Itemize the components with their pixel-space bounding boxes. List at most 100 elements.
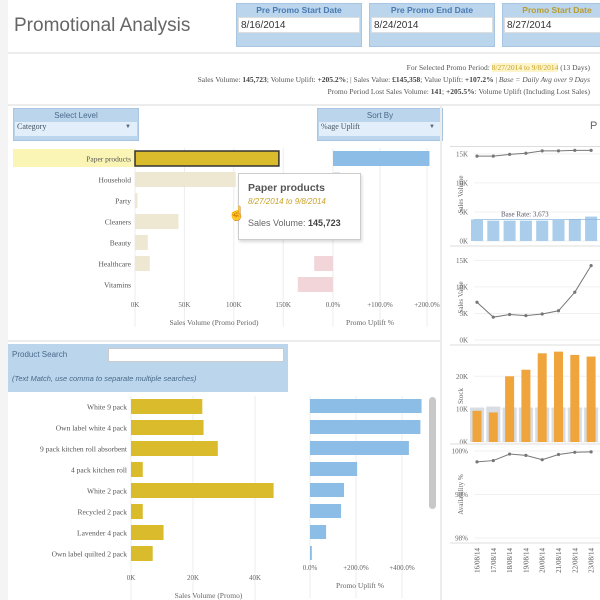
data-point bbox=[524, 453, 528, 457]
hand-cursor-icon: ☝ bbox=[228, 207, 246, 222]
bar bbox=[310, 525, 327, 539]
bar bbox=[310, 462, 358, 476]
bar bbox=[314, 256, 333, 271]
tooltip-title: Paper products bbox=[248, 182, 326, 194]
product-search-input[interactable] bbox=[108, 348, 284, 362]
summary-divider bbox=[8, 104, 600, 106]
bar bbox=[310, 504, 342, 518]
data-point bbox=[556, 309, 561, 313]
category-label: Healthcare bbox=[99, 260, 132, 269]
data-point bbox=[556, 149, 561, 153]
y-tick-label: 10K bbox=[456, 283, 468, 291]
product-uplift-chart: 0.0% +200.0% +400.0% Promo Uplift % bbox=[303, 396, 422, 598]
y-tick-label: 20K bbox=[456, 373, 468, 381]
bar bbox=[310, 441, 409, 455]
y-tick-label: 15K bbox=[456, 150, 468, 158]
summary-period-label: For Selected Promo Period: bbox=[406, 63, 492, 72]
x-tick-label: 50K bbox=[178, 301, 190, 309]
section-divider bbox=[8, 340, 440, 342]
x-tick-label: 17/08/14 bbox=[490, 548, 498, 573]
x-tick-label: 16/08/14 bbox=[474, 548, 482, 573]
category-uplift-chart: 0.0% +100.0% +200.0% Promo Uplift % bbox=[297, 148, 440, 327]
category-label: Household bbox=[99, 176, 132, 185]
bar bbox=[131, 504, 143, 519]
y-axis-title: Sales Volume bbox=[457, 175, 465, 213]
bar bbox=[333, 151, 430, 166]
daily-stock-chart: 0K 10K 20K Stock bbox=[450, 351, 600, 447]
x-tick-label: 20/08/14 bbox=[539, 548, 547, 573]
summary-line-1: For Selected Promo Period: 8/27/2014 to … bbox=[8, 63, 600, 72]
data-point bbox=[589, 148, 593, 152]
category-label: Own label quilted 2 pack bbox=[52, 550, 128, 559]
summary-days: (13 Days) bbox=[558, 63, 590, 72]
y-tick-label: 0K bbox=[459, 337, 468, 345]
bar bbox=[135, 214, 179, 229]
product-list-scrollbar[interactable] bbox=[429, 397, 436, 509]
x-tick-label: 20K bbox=[187, 574, 199, 582]
category-label: White 2 pack bbox=[87, 487, 127, 496]
bar bbox=[505, 376, 515, 442]
y-axis-title: Sales Value bbox=[457, 281, 465, 313]
select-level-dropdown[interactable]: Category ▼ bbox=[15, 122, 137, 136]
bar bbox=[131, 546, 153, 561]
pre-promo-start-date-input[interactable] bbox=[238, 17, 360, 33]
x-axis-title: Sales Volume (Promo) bbox=[175, 591, 243, 600]
daily-sales-value-chart: 0K 5K 10K 15K Sales Value bbox=[450, 257, 600, 346]
column-divider bbox=[440, 106, 442, 600]
product-volume-chart: 0K 20K 40K Sales Volume (Promo) White 9 pack… bbox=[40, 396, 274, 600]
pre-promo-end-date-input[interactable] bbox=[371, 17, 493, 33]
data-point bbox=[475, 154, 479, 158]
data-point bbox=[491, 154, 495, 158]
series-line bbox=[476, 265, 592, 318]
bar bbox=[135, 235, 148, 250]
right-panel-title: P bbox=[590, 120, 598, 132]
x-tick-label: 40K bbox=[249, 574, 261, 582]
x-tick-label: +100.0% bbox=[367, 301, 393, 309]
bar bbox=[131, 441, 218, 456]
data-point bbox=[589, 450, 593, 454]
y-tick-label: 5K bbox=[459, 208, 468, 216]
sort-by-value: %age Uplift bbox=[321, 122, 360, 131]
bar bbox=[586, 356, 596, 442]
bar bbox=[135, 172, 236, 187]
bar bbox=[135, 193, 138, 208]
bar bbox=[134, 150, 280, 167]
summary-text: ; bbox=[442, 87, 446, 96]
summary-period-value: 8/27/2014 to 9/8/2014 bbox=[491, 63, 559, 72]
category-label: Cleaners bbox=[105, 218, 131, 227]
promo-start-date-input[interactable] bbox=[504, 17, 600, 33]
category-label: Party bbox=[115, 197, 131, 206]
bar bbox=[488, 412, 498, 442]
x-tick-label: 0K bbox=[127, 574, 136, 582]
series-line bbox=[476, 451, 592, 463]
x-tick-label: 100K bbox=[226, 301, 242, 309]
data-point bbox=[475, 300, 479, 304]
summary-text: Promo Period Lost Sales Volume: bbox=[327, 87, 431, 96]
data-point bbox=[508, 452, 512, 456]
y-tick-label: 0K bbox=[459, 238, 468, 246]
bar bbox=[521, 369, 531, 442]
data-point bbox=[475, 460, 479, 464]
data-point bbox=[540, 458, 544, 462]
x-tick-label: 0.0% bbox=[326, 301, 341, 309]
daily-availability-chart: 98% 99% 100% Availability % 16/08/14 17/08/14… bbox=[450, 448, 600, 573]
x-tick-label: 0K bbox=[131, 301, 140, 309]
data-point bbox=[524, 151, 528, 155]
bar bbox=[310, 546, 312, 560]
sort-by-dropdown[interactable]: %age Uplift ▼ bbox=[319, 122, 441, 136]
daily-sales-volume-chart: 0K 5K 10K 15K Sales Volume Base Rate: 3,673 bbox=[450, 148, 600, 247]
product-search-hint: (Text Match, use comma to separate multi… bbox=[12, 374, 197, 383]
data-point bbox=[491, 458, 495, 463]
data-point bbox=[508, 312, 512, 317]
bar bbox=[131, 525, 164, 540]
dashboard-page bbox=[8, 0, 600, 600]
product-search-panel: Product Search (Text Match, use comma to… bbox=[8, 344, 288, 392]
select-level-value: Category bbox=[17, 122, 47, 131]
y-tick-label: 15K bbox=[456, 257, 468, 265]
summary-sales-volume: 145,723 bbox=[242, 75, 267, 84]
bar bbox=[552, 220, 565, 241]
tooltip-metric-label: Sales Volume: bbox=[248, 218, 309, 228]
x-axis-title: Promo Uplift % bbox=[336, 581, 384, 590]
x-tick-label: 21/08/14 bbox=[555, 548, 563, 573]
